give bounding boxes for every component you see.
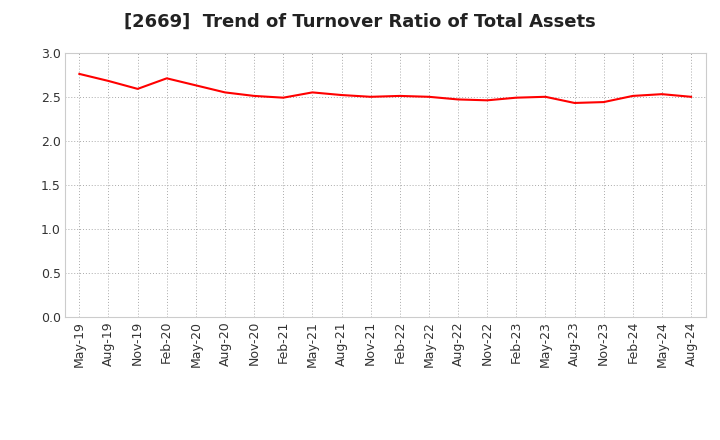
Text: [2669]  Trend of Turnover Ratio of Total Assets: [2669] Trend of Turnover Ratio of Total … <box>124 13 596 31</box>
